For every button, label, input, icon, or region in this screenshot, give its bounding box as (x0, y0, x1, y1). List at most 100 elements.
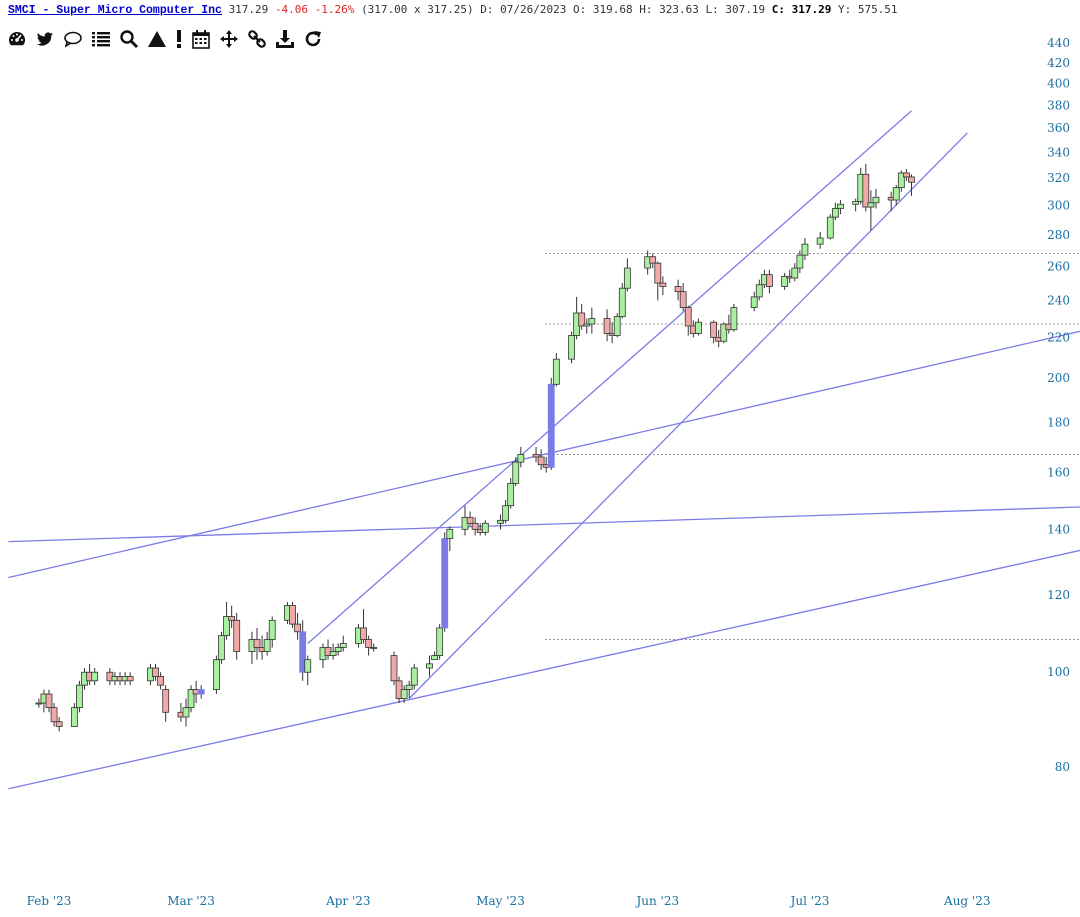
candle-2023-03-14[interactable] (253, 627, 261, 660)
candle-2023-04-10[interactable] (390, 651, 398, 686)
candle-2023-04-25[interactable] (466, 511, 474, 527)
candle-2023-06-14[interactable] (720, 322, 728, 344)
candle-2023-06-26[interactable] (781, 273, 789, 290)
candle-2023-07-10[interactable] (852, 198, 860, 212)
candle-2023-03-08[interactable] (223, 601, 230, 640)
candle-2023-06-23[interactable] (766, 269, 773, 294)
candle-2023-03-16[interactable] (263, 631, 271, 656)
trendline-0[interactable] (307, 110, 912, 644)
download-icon[interactable] (274, 28, 296, 50)
candle-2023-06-02[interactable] (659, 276, 667, 296)
candle-2023-03-09[interactable] (228, 605, 236, 628)
candle-2023-05-26[interactable] (623, 258, 631, 292)
candle-2023-06-06[interactable] (679, 283, 687, 312)
candle-2023-05-02[interactable] (502, 500, 510, 524)
candle-2023-05-15[interactable] (568, 331, 575, 364)
candle-2023-05-18[interactable] (583, 318, 591, 334)
candle-2023-07-20[interactable] (902, 169, 910, 181)
candle-2023-06-01[interactable] (654, 261, 662, 301)
ticker-link[interactable]: SMCI - Super Micro Computer Inc (8, 4, 222, 17)
candle-2023-07-05[interactable] (826, 214, 834, 240)
triangle-icon[interactable] (146, 28, 168, 50)
candle-2023-06-29[interactable] (796, 250, 804, 274)
candle-2023-02-22[interactable] (152, 663, 159, 681)
candle-2023-04-05[interactable] (365, 635, 373, 656)
candle-2023-06-20[interactable] (750, 291, 758, 312)
candle-2023-02-01[interactable] (45, 689, 53, 713)
candle-2023-04-21[interactable] (446, 526, 454, 552)
candle-2023-03-01[interactable] (187, 685, 195, 713)
candle-2023-05-12[interactable] (552, 353, 560, 387)
candle-2023-06-30[interactable] (801, 238, 809, 260)
candle-2023-05-08[interactable] (532, 446, 540, 463)
candle-2023-02-17[interactable] (126, 672, 134, 686)
candle-2023-02-07[interactable] (76, 680, 83, 713)
candle-2023-04-17[interactable] (426, 655, 433, 677)
candle-2023-07-21[interactable] (908, 174, 915, 196)
candle-2023-04-06[interactable] (370, 643, 378, 652)
candle-2023-03-07[interactable] (218, 631, 225, 664)
candle-2023-04-04[interactable] (360, 609, 367, 644)
comment-icon[interactable] (62, 28, 84, 50)
candle-2023-06-16[interactable] (730, 303, 738, 332)
candle-2023-06-21[interactable] (755, 279, 763, 301)
candle-2023-07-13[interactable] (867, 190, 875, 231)
candle-2023-02-23[interactable] (157, 672, 165, 690)
candle-2023-05-05[interactable] (517, 446, 525, 468)
candle-2023-02-10[interactable] (91, 668, 99, 686)
twitter-icon[interactable] (34, 28, 56, 50)
link-icon[interactable] (246, 28, 268, 50)
candle-2023-04-13[interactable] (405, 680, 413, 699)
trendline-1[interactable] (408, 132, 968, 699)
candle-2023-06-12[interactable] (710, 320, 718, 344)
candle-2023-03-24[interactable] (304, 655, 312, 686)
candle-2023-07-06[interactable] (831, 202, 839, 221)
candle-2023-04-14[interactable] (410, 663, 418, 690)
candle-2023-05-25[interactable] (618, 283, 626, 319)
candle-2023-04-28[interactable] (481, 520, 489, 536)
candle-2023-04-20[interactable] (441, 532, 449, 632)
candle-2023-02-06[interactable] (70, 703, 78, 727)
trendline-4[interactable] (8, 542, 1080, 790)
candle-2023-03-06[interactable] (213, 655, 220, 695)
candle-2023-03-31[interactable] (339, 635, 347, 652)
candle-2023-05-22[interactable] (603, 309, 611, 342)
candle-2023-05-03[interactable] (507, 477, 515, 509)
candle-2023-04-18[interactable] (431, 651, 438, 661)
candle-2023-07-14[interactable] (872, 188, 880, 209)
candle-2023-03-10[interactable] (233, 612, 241, 660)
candle-2023-03-30[interactable] (334, 643, 342, 656)
refresh-icon[interactable] (302, 28, 324, 50)
candle-2023-07-18[interactable] (892, 184, 900, 206)
candle-2023-05-04[interactable] (512, 456, 520, 487)
candle-2023-05-31[interactable] (649, 253, 657, 269)
search-icon[interactable] (118, 28, 140, 50)
candle-2023-03-21[interactable] (289, 601, 296, 628)
candle-2023-05-11[interactable] (547, 377, 555, 470)
candle-2023-06-28[interactable] (791, 263, 799, 282)
candle-2023-06-05[interactable] (674, 279, 682, 301)
candle-2023-02-03[interactable] (55, 716, 63, 732)
candle-2023-03-22[interactable] (294, 612, 301, 640)
candle-2023-03-17[interactable] (268, 616, 276, 648)
candle-2023-05-17[interactable] (578, 303, 586, 330)
candle-2023-03-03[interactable] (197, 685, 205, 699)
candle-2023-04-12[interactable] (400, 685, 408, 704)
calendar-icon[interactable] (190, 28, 212, 50)
trendline-3[interactable] (8, 506, 1080, 543)
candle-2023-01-30[interactable] (35, 698, 43, 708)
candle-2023-05-19[interactable] (588, 307, 596, 334)
candle-2023-03-23[interactable] (299, 620, 307, 681)
candle-2023-04-26[interactable] (471, 517, 479, 536)
candle-2023-07-07[interactable] (837, 200, 844, 215)
candle-2023-03-29[interactable] (329, 643, 337, 660)
candle-2023-07-19[interactable] (897, 170, 905, 192)
candle-2023-06-07[interactable] (684, 305, 692, 336)
exclamation-icon[interactable] (174, 28, 184, 50)
candle-2023-05-09[interactable] (537, 449, 545, 470)
candle-2023-02-02[interactable] (50, 703, 58, 727)
candle-2023-04-19[interactable] (436, 624, 444, 660)
candle-2023-02-24[interactable] (162, 685, 170, 722)
candle-2023-05-01[interactable] (497, 514, 504, 530)
